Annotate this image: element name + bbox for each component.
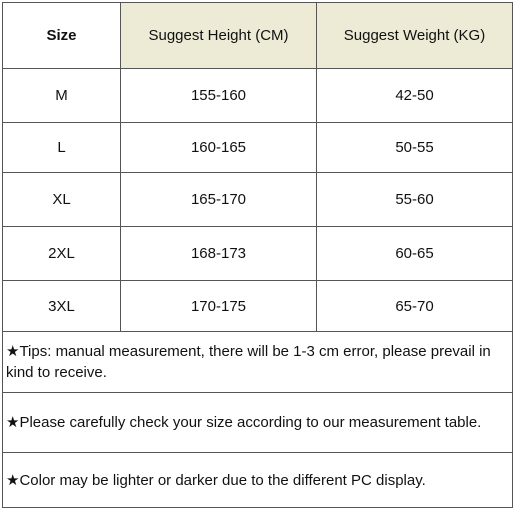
header-cell: Suggest Height (CM) bbox=[120, 2, 317, 69]
table-cell: 170-175 bbox=[120, 280, 317, 332]
table-cell: 2XL bbox=[2, 226, 121, 281]
table-cell: 55-60 bbox=[316, 172, 513, 227]
table-cell: L bbox=[2, 122, 121, 173]
table-cell: 50-55 bbox=[316, 122, 513, 173]
header-cell: Suggest Weight (KG) bbox=[316, 2, 513, 69]
table-cell: XL bbox=[2, 172, 121, 227]
table-cell: 60-65 bbox=[316, 226, 513, 281]
table-cell: 160-165 bbox=[120, 122, 317, 173]
table-cell: 165-170 bbox=[120, 172, 317, 227]
table-cell: 42-50 bbox=[316, 68, 513, 123]
table-cell: 155-160 bbox=[120, 68, 317, 123]
header-cell: Size bbox=[2, 2, 121, 69]
table-cell: 3XL bbox=[2, 280, 121, 332]
table-cell: 65-70 bbox=[316, 280, 513, 332]
note: ★Tips: manual measurement, there will be… bbox=[2, 331, 513, 393]
table-cell: M bbox=[2, 68, 121, 123]
note: ★Color may be lighter or darker due to t… bbox=[2, 452, 513, 508]
note: ★Please carefully check your size accord… bbox=[2, 392, 513, 453]
table-cell: 168-173 bbox=[120, 226, 317, 281]
